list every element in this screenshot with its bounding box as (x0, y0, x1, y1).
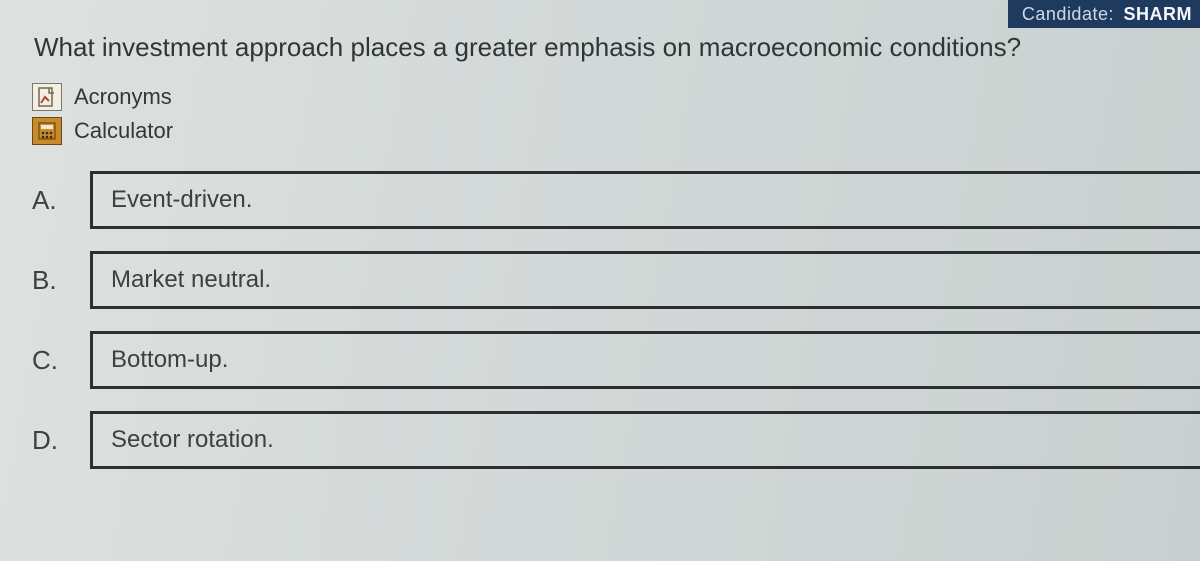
answer-option-d[interactable]: Sector rotation. (90, 411, 1200, 469)
answers-list: A. Event-driven. B. Market neutral. C. B… (30, 171, 1200, 469)
answer-row: B. Market neutral. (30, 251, 1200, 309)
tool-acronyms-label: Acronyms (74, 84, 172, 110)
answer-option-b[interactable]: Market neutral. (90, 251, 1200, 309)
candidate-bar: Candidate: SHARM (1008, 0, 1200, 28)
question-text: What investment approach places a greate… (34, 30, 1174, 65)
answer-text: Sector rotation. (111, 426, 274, 454)
answer-row: D. Sector rotation. (30, 411, 1200, 469)
answer-text: Event-driven. (111, 186, 252, 214)
answer-row: A. Event-driven. (30, 171, 1200, 229)
answer-option-a[interactable]: Event-driven. (90, 171, 1200, 229)
candidate-name: SHARM (1124, 4, 1193, 24)
answer-text: Bottom-up. (111, 346, 228, 374)
tool-calculator[interactable]: Calculator (32, 117, 1200, 145)
answer-text: Market neutral. (111, 266, 271, 294)
pdf-icon (32, 83, 62, 111)
answer-option-c[interactable]: Bottom-up. (90, 331, 1200, 389)
tool-acronyms[interactable]: Acronyms (32, 83, 1200, 111)
answer-letter: B. (30, 251, 90, 309)
exam-page: Candidate: SHARM What investment approac… (0, 0, 1200, 561)
answer-row: C. Bottom-up. (30, 331, 1200, 389)
answer-letter: C. (30, 331, 90, 389)
tool-calculator-label: Calculator (74, 118, 173, 144)
answer-letter: A. (30, 171, 90, 229)
candidate-label: Candidate: (1022, 4, 1114, 24)
answer-letter: D. (30, 411, 90, 469)
calculator-icon (32, 117, 62, 145)
